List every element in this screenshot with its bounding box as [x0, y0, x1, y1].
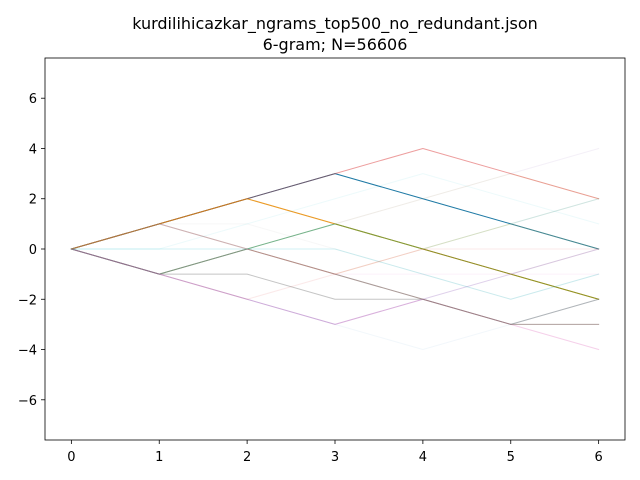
- series-line-18: [70, 173, 600, 250]
- y-tick-label: 2: [29, 193, 37, 208]
- y-tick-label: −4: [18, 344, 37, 359]
- series-line-19: [70, 248, 600, 275]
- x-tick-label: 2: [243, 450, 251, 465]
- series-line-16: [70, 248, 600, 300]
- x-tick-label: 5: [507, 450, 515, 465]
- series-line-21: [70, 248, 600, 351]
- chart-subtitle: 6-gram; N=56606: [263, 35, 408, 54]
- y-tick-label: −6: [18, 394, 37, 409]
- series-line-20: [70, 173, 600, 250]
- x-tick-label: 3: [331, 450, 339, 465]
- y-axis: −6 −4 −2 0 2 4 6: [18, 92, 45, 409]
- series-line-10: [70, 198, 600, 250]
- series-line-6: [70, 248, 600, 351]
- y-tick-label: 0: [29, 243, 37, 258]
- series-line-4: [70, 248, 600, 325]
- series-line-5: [70, 147, 600, 250]
- x-tick-label: 0: [67, 450, 75, 465]
- chart-title: kurdilihicazkar_ngrams_top500_no_redunda…: [132, 14, 538, 34]
- series-layer: [70, 147, 600, 351]
- x-tick-label: 6: [594, 450, 602, 465]
- series-line-22: [70, 223, 600, 300]
- series-line-14: [70, 223, 600, 300]
- x-tick-label: 4: [419, 450, 427, 465]
- series-line-13: [70, 147, 600, 275]
- series-line-17: [70, 223, 600, 275]
- series-line-15: [70, 173, 600, 250]
- y-tick-label: 6: [29, 92, 37, 107]
- x-tick-label: 1: [155, 450, 163, 465]
- x-axis: 0 1 2 3 4 5 6: [67, 440, 603, 465]
- series-line-7: [70, 248, 600, 325]
- y-tick-label: 4: [29, 142, 37, 157]
- series-line-11: [70, 248, 600, 300]
- series-line-9: [70, 223, 600, 325]
- series-line-8: [70, 248, 600, 325]
- y-tick-label: −2: [18, 293, 37, 308]
- series-line-12: [70, 198, 600, 250]
